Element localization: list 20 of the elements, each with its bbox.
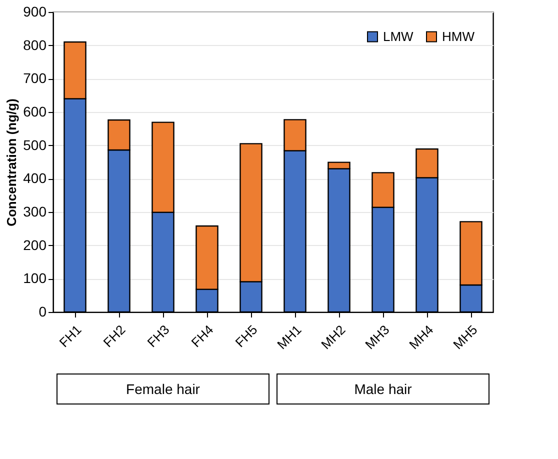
y-tick-label: 800 — [23, 36, 47, 53]
y-tick-label: 300 — [23, 204, 47, 220]
legend-label: LMW — [383, 28, 414, 44]
text: Female hair — [126, 381, 200, 397]
y-axis-title: Concentration (ng/g) — [4, 98, 20, 226]
y-tick-label: 0 — [38, 304, 47, 320]
legend-label: HMW — [442, 28, 476, 44]
y-tick-label: 400 — [23, 170, 47, 186]
x-tick-label: FH2 — [100, 322, 128, 350]
y-tick-label: 600 — [23, 104, 47, 120]
y-tick-label: 500 — [23, 136, 47, 153]
y-tick-label: 900 — [23, 4, 47, 20]
y-tick-label: 100 — [23, 270, 47, 286]
x-tick-label: FH5 — [232, 322, 260, 350]
y-tick-label: 700 — [23, 70, 47, 86]
text: Male hair — [354, 381, 412, 397]
x-tick-label: FH1 — [56, 322, 84, 350]
y-tick-label: 200 — [23, 236, 47, 253]
x-tick-label: FH3 — [144, 322, 172, 350]
x-tick-label: FH4 — [188, 322, 216, 350]
